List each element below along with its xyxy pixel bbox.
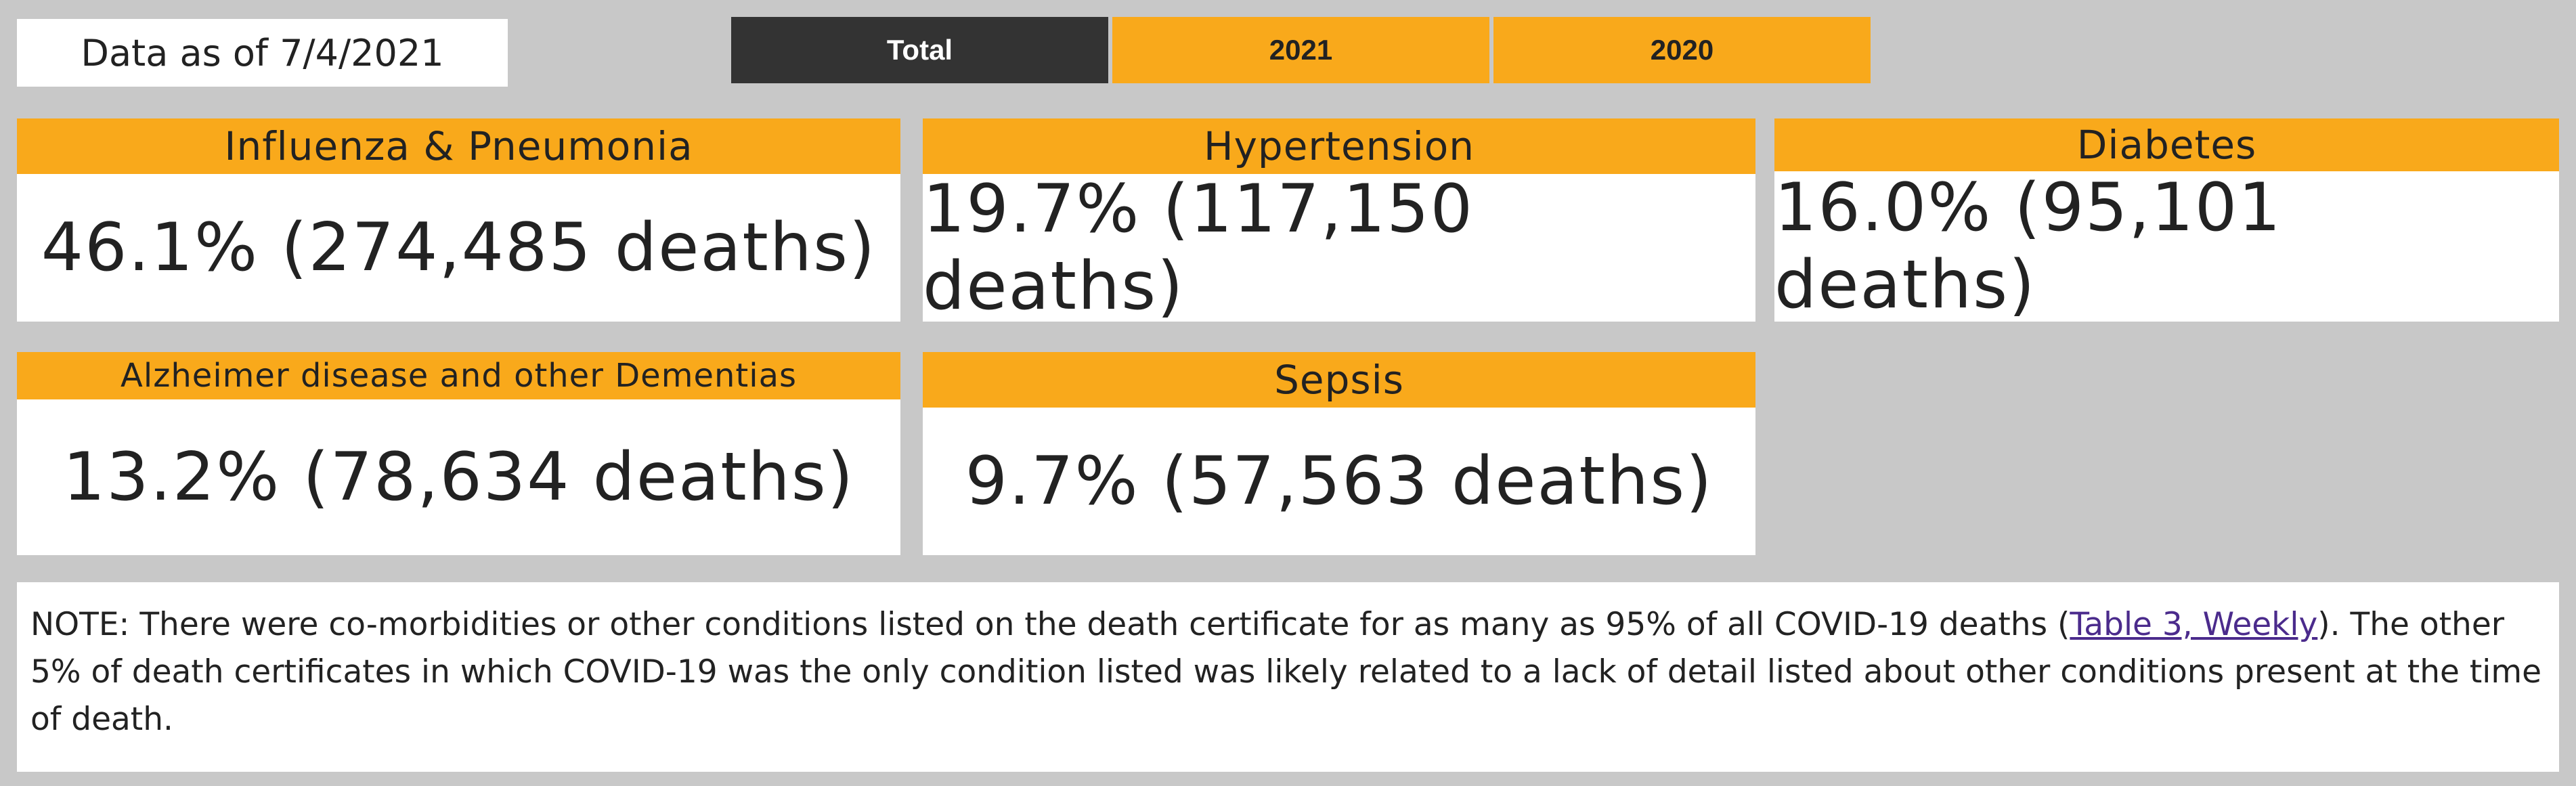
card-value: 19.7% (117,150 deaths) bbox=[923, 171, 1474, 325]
card-alzheimer: Alzheimer disease and other Dementias 13… bbox=[17, 352, 900, 555]
note-text: NOTE: There were co-morbidities or other… bbox=[17, 582, 2559, 772]
card-title: Hypertension bbox=[923, 118, 1755, 174]
card-value: 16.0% (95,101 deaths) bbox=[1774, 169, 2282, 324]
tab-2020[interactable]: 2020 bbox=[1493, 17, 1871, 83]
card-diabetes: Diabetes 16.0% (95,101 deaths) bbox=[1774, 118, 2559, 324]
tab-2021[interactable]: 2021 bbox=[1112, 17, 1489, 83]
card-title: Diabetes bbox=[1774, 118, 2559, 171]
card-value: 13.2% (78,634 deaths) bbox=[62, 439, 855, 516]
card-value: 46.1% (274,485 deaths) bbox=[41, 209, 877, 286]
note-suffix: ). The other 5% of death certificates in… bbox=[30, 606, 2542, 738]
table-3-weekly-link[interactable]: Table 3, Weekly bbox=[2070, 606, 2318, 643]
card-title: Alzheimer disease and other Dementias bbox=[17, 352, 900, 399]
card-title: Influenza & Pneumonia bbox=[17, 118, 900, 174]
card-title: Sepsis bbox=[923, 352, 1755, 408]
card-sepsis: Sepsis 9.7% (57,563 deaths) bbox=[923, 352, 1755, 555]
card-value: 9.7% (57,563 deaths) bbox=[965, 443, 1713, 520]
data-date-label: Data as of 7/4/2021 bbox=[17, 19, 508, 87]
note-prefix: NOTE: There were co-morbidities or other… bbox=[30, 606, 2070, 643]
card-influenza-pneumonia: Influenza & Pneumonia 46.1% (274,485 dea… bbox=[17, 118, 900, 322]
card-hypertension: Hypertension 19.7% (117,150 deaths) bbox=[923, 118, 1755, 325]
tab-total[interactable]: Total bbox=[731, 17, 1108, 83]
